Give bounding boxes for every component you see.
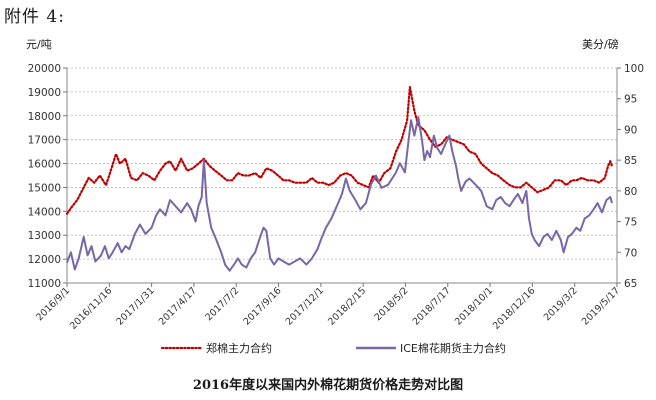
y-left-tick-label: 15000 xyxy=(28,182,61,194)
x-tick-label: 2019/3/2 xyxy=(542,285,580,323)
y-left-tick-label: 11000 xyxy=(28,278,61,290)
x-tick-label: 2017/9/16 xyxy=(241,285,283,327)
axes: 11000 12000 13000 14000 15000 16000 17000 18000… xyxy=(28,63,644,332)
y-right-tick-label: 100 xyxy=(624,63,644,75)
x-tick-label: 2017/1/31 xyxy=(115,285,157,327)
y-right-tick-label: 90 xyxy=(624,124,637,136)
x-tick-label: 2018/10/1 xyxy=(453,285,495,327)
y-right-tick-label: 75 xyxy=(624,217,637,229)
y-left-tick-label: 14000 xyxy=(28,206,61,218)
y-right-tick-label: 65 xyxy=(624,278,637,290)
legend-label: 郑棉主力合约 xyxy=(206,341,272,355)
y-left-tick-label: 13000 xyxy=(28,230,61,242)
page-title: 附件 4: xyxy=(4,7,65,27)
y-axis-left-unit: 元/吨 xyxy=(26,38,52,51)
x-tick-label: 2018/12/16 xyxy=(491,285,538,332)
x-tick-label: 2016/11/16 xyxy=(68,285,115,332)
series-layer xyxy=(65,85,614,272)
x-tick-label: 2018/5/2 xyxy=(373,285,411,323)
x-tick-label: 2018/7/17 xyxy=(411,285,453,327)
x-tick-label: 2017/7/2 xyxy=(203,285,241,323)
y-left-tick-label: 16000 xyxy=(28,159,61,171)
y-left-tick-label: 18000 xyxy=(28,111,61,123)
y-axis-right-unit: 美分/磅 xyxy=(582,38,619,51)
x-tick-label: 2017/4/17 xyxy=(157,285,199,327)
y-left-tick-label: 12000 xyxy=(28,254,61,266)
legend-label: ICE棉花期货主力合约 xyxy=(400,341,506,355)
x-tick-label: 2019/5/17 xyxy=(580,285,622,327)
series-line-zheng-cotton xyxy=(65,85,614,215)
y-left-tick-label: 19000 xyxy=(28,87,61,99)
x-tick-label: 2018/2/15 xyxy=(326,285,368,327)
y-right-tick-label: 85 xyxy=(624,155,637,167)
y-left-tick-label: 17000 xyxy=(28,135,61,147)
chart-caption: 2016年度以来国内外棉花期货价格走势对比图 xyxy=(192,378,464,393)
y-right-tick-label: 70 xyxy=(624,247,637,259)
series-line-ice-cotton xyxy=(66,116,613,272)
legend: 郑棉主力合约 ICE棉花期货主力合约 xyxy=(160,341,506,355)
y-right-tick-label: 95 xyxy=(624,94,637,106)
y-right-tick-label: 80 xyxy=(624,186,637,198)
y-left-tick-label: 20000 xyxy=(28,63,61,75)
x-tick-label: 2017/12/1 xyxy=(284,285,326,327)
price-chart: 11000 12000 13000 14000 15000 16000 17000 18000… xyxy=(28,63,644,355)
x-tick-label: 2016/9/1 xyxy=(34,285,72,323)
